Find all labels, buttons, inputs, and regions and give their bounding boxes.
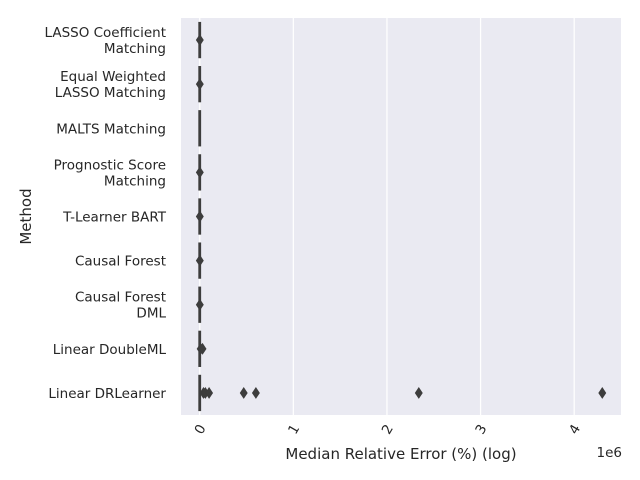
y-tick-label-line: T-Learner BART [62, 210, 167, 226]
y-tick-label-line: Linear DRLearner [48, 386, 166, 402]
outlier-point [195, 210, 204, 223]
outlier-point [205, 387, 214, 399]
box-group [195, 286, 204, 323]
box-series [195, 21, 607, 412]
y-tick-label-line: Linear DoubleML [53, 342, 167, 358]
x-axis-tick-labels: 0 1 2 3 4 [191, 422, 584, 437]
y-tick-label: Causal Forest [75, 254, 166, 270]
outlier-point [198, 342, 207, 355]
box-group [198, 110, 202, 147]
y-tick-label-line: DML [136, 306, 166, 322]
box-group [195, 66, 204, 103]
plot-background [181, 18, 621, 415]
box-group [195, 242, 204, 279]
y-tick-label: T-Learner BART [62, 210, 167, 226]
box-group [195, 21, 204, 59]
y-tick-label-line: Causal Forest [75, 290, 166, 306]
x-axis-offset-text: 1e6 [597, 445, 622, 461]
y-tick-label: Linear DRLearner [48, 386, 166, 402]
outlier-point [414, 387, 423, 399]
y-tick-label: Equal Weighted LASSO Matching [55, 69, 166, 101]
outlier-point [239, 387, 248, 399]
y-tick-label: Prognostic Score Matching [54, 157, 166, 189]
outlier-point [251, 387, 260, 399]
box-group [195, 198, 204, 235]
y-tick-label-line: Equal Weighted [60, 69, 166, 85]
x-tick-label: 1 [285, 422, 303, 437]
x-tick-label: 3 [472, 422, 490, 437]
x-axis-label: Median Relative Error (%) (log) [285, 445, 516, 463]
y-tick-label-line: Causal Forest [75, 254, 166, 270]
y-tick-label: Causal Forest DML [75, 290, 167, 322]
outlier-point [195, 254, 204, 267]
y-tick-label: LASSO Coefficient Matching [45, 25, 167, 57]
x-tick-label: 0 [191, 422, 209, 437]
y-tick-label: MALTS Matching [56, 121, 166, 137]
y-tick-label-line: Prognostic Score [54, 157, 166, 173]
outlier-point [598, 387, 607, 399]
outlier-point [195, 166, 204, 179]
outlier-point [195, 78, 204, 91]
y-tick-label: Linear DoubleML [53, 342, 167, 358]
x-tick-label: 2 [379, 422, 397, 437]
box-group [196, 330, 207, 367]
outlier-point [195, 34, 204, 46]
y-tick-label-line: LASSO Matching [55, 85, 166, 101]
box-group [198, 374, 607, 412]
y-tick-label-line: LASSO Coefficient [45, 25, 167, 41]
outlier-point [195, 298, 204, 311]
y-axis-label: Method [17, 188, 35, 244]
y-tick-label-line: Matching [104, 173, 166, 189]
box-group [195, 154, 204, 191]
y-tick-label-line: MALTS Matching [56, 121, 166, 137]
x-tick-label: 4 [566, 422, 584, 437]
y-tick-label-line: Matching [104, 41, 166, 57]
